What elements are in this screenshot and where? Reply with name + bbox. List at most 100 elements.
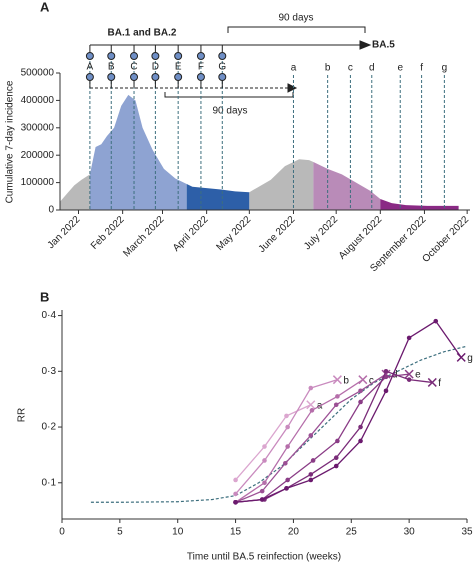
series-line (235, 373, 410, 503)
point (233, 491, 238, 497)
x-tick-label: 0 (59, 527, 65, 538)
x-tick-label: 30 (404, 527, 416, 538)
event-dot (218, 73, 227, 81)
event-label: b (325, 63, 331, 74)
x-tick-label: 20 (288, 527, 300, 538)
event-label: D (152, 62, 159, 73)
end-marker (306, 400, 316, 410)
event-dot (85, 52, 94, 60)
area-segment (249, 159, 314, 210)
end-marker (332, 375, 342, 385)
event-label: C (130, 62, 137, 73)
bracket (164, 92, 294, 98)
y-tick-label: 0·4 (42, 310, 57, 321)
x-tick-label: June 2022 (257, 214, 298, 255)
y-tick-label: 300000 (21, 122, 55, 133)
end-marker (456, 352, 466, 362)
event-label: f (420, 63, 423, 74)
event-dot (130, 52, 139, 60)
point (335, 394, 340, 399)
series-label: e (415, 370, 421, 381)
panel-label: B (40, 289, 49, 304)
arrowhead (287, 83, 298, 93)
point (308, 477, 314, 483)
point (233, 477, 238, 483)
series-label: b (343, 375, 349, 386)
area-segment (60, 174, 90, 210)
point (308, 433, 314, 438)
point (358, 399, 363, 405)
y-tick-label: 200000 (21, 150, 55, 161)
point (262, 458, 267, 463)
point (333, 402, 339, 408)
point (262, 480, 267, 486)
event-label: E (175, 62, 182, 73)
x-tick-label: Feb 2022 (89, 214, 127, 252)
point (406, 377, 412, 382)
point (285, 477, 290, 483)
point (285, 444, 290, 449)
point (284, 486, 289, 491)
end-marker (358, 375, 368, 385)
point (358, 388, 363, 394)
event-dot (218, 52, 227, 60)
event-label: B (108, 62, 115, 73)
event-dot (196, 52, 205, 60)
x-tick-label: 10 (172, 527, 184, 538)
end-marker (404, 369, 414, 379)
series-line (235, 404, 312, 481)
panel-label: A (40, 0, 50, 14)
x-tick-label: 35 (461, 527, 473, 538)
y-axis-label: RR (17, 408, 28, 422)
point (358, 438, 363, 444)
point (383, 388, 389, 394)
y-tick-label: 0·1 (42, 477, 57, 488)
fit-curve (90, 345, 468, 503)
x-tick-label: Jan 2022 (46, 214, 83, 251)
x-tick-label: 5 (117, 527, 123, 538)
series-line (235, 379, 364, 503)
area-segment (313, 162, 381, 210)
event-dot (85, 73, 94, 81)
end-marker (427, 377, 437, 387)
bracket (227, 26, 366, 33)
point (285, 424, 290, 430)
y-tick-label: 400000 (21, 95, 55, 106)
x-tick-label: August 2022 (337, 214, 385, 262)
area-segment (380, 199, 459, 210)
y-tick-label: 0·2 (42, 422, 57, 433)
x-tick-label: October 2022 (421, 214, 472, 265)
series-line (235, 320, 462, 503)
event-label: g (442, 63, 448, 74)
annotation: BA.1 and BA.2 (108, 28, 177, 39)
point (433, 318, 439, 324)
event-label: d (369, 63, 375, 74)
point (358, 424, 363, 430)
arrowhead (359, 40, 372, 50)
point (284, 413, 289, 419)
annotation: BA.5 (372, 40, 395, 51)
series-label: g (467, 353, 473, 364)
area-segment (186, 183, 250, 210)
x-tick-label: May 2022 (214, 214, 253, 253)
point (383, 369, 389, 374)
event-label: G (218, 62, 226, 73)
point (333, 463, 339, 469)
event-dot (151, 52, 160, 60)
series-label: f (438, 378, 441, 389)
point (333, 455, 339, 460)
point (283, 460, 288, 466)
event-dot (107, 52, 116, 60)
area-segment (89, 94, 187, 210)
timeline (90, 26, 372, 98)
point (259, 488, 265, 494)
series-line (235, 379, 338, 495)
point (335, 438, 340, 444)
annotation: 90 days (212, 106, 247, 117)
event-label: a (291, 63, 297, 74)
event-dot (174, 73, 183, 81)
event-label: F (198, 62, 204, 73)
event-dot (174, 52, 183, 60)
x-tick-label: March 2022 (121, 214, 166, 259)
